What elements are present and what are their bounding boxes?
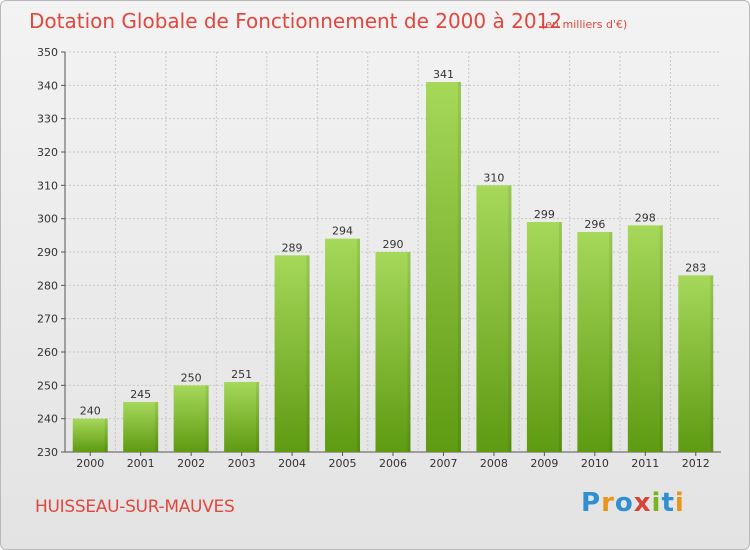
bar	[72, 418, 108, 452]
bar-shade	[659, 225, 663, 452]
data-label: 310	[483, 171, 504, 184]
logo-letter: t	[661, 488, 675, 518]
bar	[627, 225, 663, 452]
x-tick-label: 2012	[682, 457, 710, 470]
data-label: 245	[130, 388, 151, 401]
logo-letter: i	[651, 488, 662, 518]
x-tick-label: 2005	[329, 457, 357, 470]
logo-letter: x	[633, 488, 652, 518]
x-tick-label: 2009	[530, 457, 558, 470]
x-tick-label: 2007	[429, 457, 457, 470]
y-tick-label: 330	[37, 113, 58, 126]
town-name: HUISSEAU-SUR-MAUVES	[35, 497, 235, 517]
y-tick-label: 300	[37, 213, 58, 226]
y-tick-label: 340	[37, 79, 58, 92]
logo-letter: i	[674, 488, 685, 518]
y-tick-label: 240	[37, 413, 58, 426]
data-labels: 240 245 250 251 289 294 290 341 310 299 296 298 283	[80, 68, 707, 418]
bar-shade	[104, 418, 108, 452]
y-tick-label: 260	[37, 346, 58, 359]
bar	[274, 255, 310, 452]
bar	[678, 275, 714, 452]
x-tick-label: 2002	[177, 457, 205, 470]
y-tick-label: 290	[37, 246, 58, 259]
data-label: 250	[181, 371, 202, 384]
bars	[72, 82, 714, 453]
data-label: 240	[80, 405, 101, 418]
data-label: 251	[231, 368, 252, 381]
x-tick-label: 2010	[581, 457, 609, 470]
y-tick-label: 250	[37, 379, 58, 392]
bar	[224, 382, 260, 452]
bar-shade	[407, 252, 411, 452]
bar	[577, 232, 613, 452]
x-tick-label: 2004	[278, 457, 306, 470]
y-tick-label: 280	[37, 279, 58, 292]
bar	[325, 238, 361, 452]
logo-letter: r	[601, 488, 615, 518]
bar	[375, 252, 411, 452]
proxiti-logo[interactable]: Proxiti	[581, 488, 685, 518]
data-label: 296	[584, 218, 605, 231]
x-tick-label: 2008	[480, 457, 508, 470]
y-tick-label: 270	[37, 313, 58, 326]
chart-title: Dotation Globale de Fonctionnement de 20…	[29, 9, 562, 33]
x-tick-label: 2011	[631, 457, 659, 470]
data-label: 289	[282, 241, 303, 254]
bar-shade	[205, 385, 209, 452]
bar-shade	[306, 255, 310, 452]
data-label: 290	[383, 238, 404, 251]
bar	[476, 185, 512, 453]
bar-shade	[155, 402, 159, 452]
data-label: 294	[332, 225, 353, 238]
data-label: 298	[635, 211, 656, 224]
bar	[173, 385, 209, 452]
bar-shade	[710, 275, 714, 452]
y-tick-label: 320	[37, 146, 58, 159]
bar	[425, 82, 461, 452]
chart-subtitle: (en milliers d'€)	[541, 18, 628, 31]
logo-letter: P	[581, 488, 602, 518]
x-tick-label: 2006	[379, 457, 407, 470]
y-tick-label: 350	[37, 46, 58, 59]
x-tick-label: 2000	[76, 457, 104, 470]
y-tick-label: 310	[37, 179, 58, 192]
data-label: 299	[534, 208, 555, 221]
bar-shade	[457, 82, 461, 452]
logo-letter: o	[614, 488, 634, 518]
x-tick-label: 2003	[228, 457, 256, 470]
bar-shade	[558, 222, 562, 452]
data-label: 283	[685, 261, 706, 274]
bar	[123, 402, 159, 452]
bar	[526, 222, 562, 452]
bar-shade	[256, 382, 260, 452]
axes: 230 240 250 260 270 280 290 300 310 320 330 340 350 2…	[37, 46, 721, 470]
data-label: 341	[433, 68, 454, 81]
y-tick-label: 230	[37, 446, 58, 459]
x-tick-label: 2001	[127, 457, 155, 470]
bar-shade	[508, 185, 512, 453]
bar-shade	[609, 232, 613, 452]
bar-shade	[357, 238, 361, 452]
